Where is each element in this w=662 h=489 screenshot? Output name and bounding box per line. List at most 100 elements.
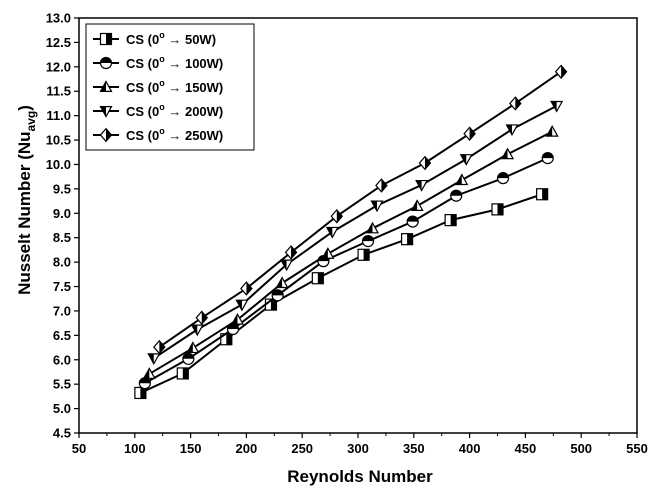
x-tick-label: 200 [236,441,258,456]
marker-outline [230,312,244,325]
data-point [280,259,294,272]
y-tick-label: 11.0 [46,108,71,123]
marker-outline [509,96,522,111]
marker-outline [275,276,289,289]
marker-outline [505,124,519,137]
data-point [410,199,424,211]
data-point [375,178,388,193]
data-point [271,289,284,302]
marker-outline [99,105,113,118]
y-tick-label: 10.5 [46,133,71,148]
data-point [415,179,429,192]
y-tick-label: 4.5 [53,426,71,441]
data-point [142,367,156,379]
data-point [505,124,519,137]
y-tick-label: 5.5 [53,377,71,392]
data-point [235,299,249,312]
y-tick-label: 7.0 [53,303,71,318]
marker-half [226,333,232,345]
x-tick-label: 550 [626,441,648,456]
data-point [365,221,380,234]
marker-outline [444,214,457,227]
y-axis-title: Nusselt Number (Nuavg) [15,105,38,295]
data-point [361,235,375,248]
y-axis-title-subscript: avg [24,111,38,132]
legend-label-superscript: o [159,54,165,64]
y-tick-label: 12.5 [46,35,71,50]
marker-outline [361,235,375,248]
data-point [275,276,289,289]
marker-half [291,246,297,259]
data-point [153,339,166,355]
y-tick-label: 7.5 [53,279,71,294]
marker-outline [365,221,380,234]
axes: 50 100 150 200 250 300 350 400 450 500 550 4.5 5.0 5.… [46,11,648,457]
data-point [357,248,370,261]
data-point [459,154,473,166]
legend-label-tail: → 150W) [165,80,224,95]
marker-half [469,127,476,141]
data-point [321,247,335,259]
marker-outline [325,226,339,239]
series-line [148,130,553,375]
legend-entry: CS (0o → 200W) [93,102,223,119]
data-point [370,200,384,213]
series-line [158,70,562,348]
series-3 [142,125,559,379]
marker-outline [99,56,113,70]
marker-outline [406,215,419,228]
data-point [226,322,240,336]
legend-entry: CS (0o → 50W) [93,30,216,47]
marker-outline [311,272,324,285]
marker-half [140,387,146,399]
marker-outline [450,189,463,202]
data-point [541,152,554,165]
series-2 [138,152,554,390]
marker-outline [182,352,195,365]
marker-outline [186,341,200,354]
series-4 [147,100,564,366]
legend: CS (0o → 50W)CS (0o → 100W)CS (0o → 150W… [85,23,255,151]
y-tick-label: 6.0 [53,352,71,367]
marker-outline [541,152,554,165]
marker-half [424,156,431,170]
x-axis-title: Reynolds Number [287,467,433,486]
marker-outline [147,353,161,366]
data-point [496,172,510,185]
y-tick-label: 5.0 [53,401,71,416]
data-point [550,100,564,113]
marker-outline [410,199,424,211]
marker-outline [99,127,113,143]
x-tick-label: 150 [180,441,202,456]
data-point [134,386,147,400]
marker-outline [357,248,370,261]
marker-outline [153,339,166,355]
legend-label-tail: → 50W) [165,32,216,47]
data-point [491,203,504,216]
marker-outline [284,245,298,260]
marker-half [450,214,457,226]
marker-outline [418,155,432,171]
x-tick-label: 100 [124,441,146,456]
legend-label: CS (0o → 150W) [126,78,223,95]
data-point [186,341,200,354]
marker-outline [375,178,388,193]
legend-marker [99,80,113,93]
y-tick-label: 9.0 [53,206,71,221]
marker-half [363,249,370,261]
data-point [330,208,344,224]
y-axis-title-end: ) [15,105,34,111]
data-point [176,367,189,380]
data-point [545,125,559,137]
x-tick-label: 250 [291,441,313,456]
marker-outline [554,64,568,79]
legend-marker [99,105,113,118]
marker-outline [271,289,284,302]
marker-outline [550,100,564,113]
legend-label-main: CS (0 [126,56,159,71]
marker-outline [455,173,469,186]
data-point [325,226,339,239]
legend-label: CS (0o → 200W) [126,102,223,119]
series-line [139,193,543,394]
data-point [401,233,414,246]
